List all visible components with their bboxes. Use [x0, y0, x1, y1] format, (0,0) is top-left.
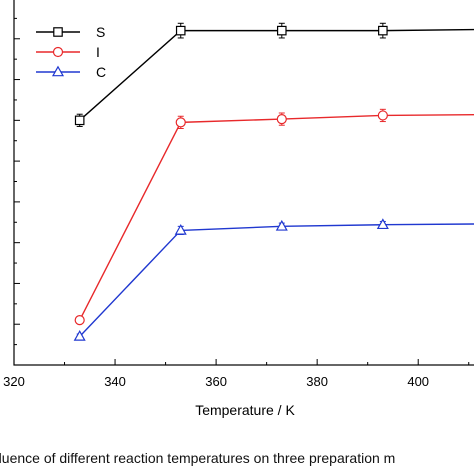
x-tick-label: 360	[205, 374, 227, 389]
series-S	[74, 22, 474, 127]
series-C	[73, 218, 474, 341]
series-line-S	[79, 28, 474, 121]
legend: SIC	[36, 24, 106, 80]
data-point-I	[175, 117, 186, 128]
caption-text: nfluence of different reaction temperatu…	[0, 450, 396, 466]
series-line-I	[79, 114, 474, 321]
data-point-C	[73, 330, 86, 341]
data-point-I	[377, 110, 388, 121]
plot-frame	[13, 0, 474, 366]
data-point-C	[376, 218, 389, 230]
data-point-I	[276, 114, 287, 125]
legend-item-I: I	[36, 44, 100, 60]
plot-area	[13, 0, 474, 366]
data-point-C	[275, 219, 288, 231]
legend-label: C	[96, 64, 106, 80]
legend-item-S: S	[36, 24, 105, 40]
legend-label: I	[96, 44, 100, 60]
data-point-S	[74, 115, 85, 126]
x-tick-label: 320	[3, 374, 25, 389]
x-axis-label: Temperature / K	[195, 402, 295, 418]
data-point-S	[175, 25, 186, 36]
x-tick-label: 380	[306, 374, 328, 389]
x-tick-label: 340	[104, 374, 126, 389]
figure-caption: nfluence of different reaction temperatu…	[0, 444, 474, 474]
series-line-C	[79, 223, 474, 337]
axes: 320 340 360 380 400	[3, 17, 470, 389]
data-point-I	[74, 315, 85, 326]
legend-item-C: C	[36, 64, 106, 80]
legend-marker	[51, 65, 65, 77]
data-point-S	[276, 25, 287, 36]
legend-marker	[52, 46, 64, 58]
series-I	[74, 108, 474, 326]
x-tick-label: 400	[407, 374, 429, 389]
data-point-C	[174, 224, 187, 235]
legend-marker	[53, 27, 63, 37]
legend-label: S	[96, 24, 105, 40]
data-point-S	[378, 25, 388, 36]
series-layer	[73, 22, 474, 341]
